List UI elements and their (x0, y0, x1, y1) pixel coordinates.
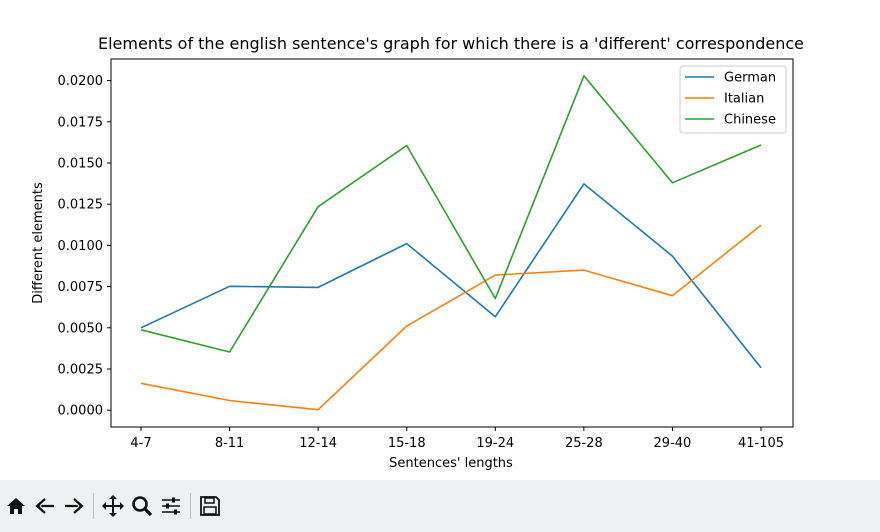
toolbar-separator (190, 493, 191, 519)
x-axis-label: Sentences' lengths (389, 456, 513, 471)
legend-label: German (724, 71, 776, 86)
subplots-button[interactable] (158, 493, 184, 519)
back-icon (35, 498, 54, 514)
save-button[interactable] (197, 493, 223, 519)
axes-frame (110, 58, 794, 428)
legend-label: Italian (724, 92, 764, 107)
toolbar (0, 480, 880, 532)
save-icon (200, 496, 220, 516)
series-line-german (140, 183, 762, 369)
zoom-icon (132, 496, 153, 517)
home-button[interactable] (3, 493, 29, 519)
subplots-icon (162, 497, 180, 515)
series-line-chinese (140, 75, 762, 353)
legend-label: Chinese (724, 113, 776, 128)
legend: German Italian Chinese (679, 65, 787, 134)
legend-box (679, 65, 787, 134)
y-tick-label: 0.0100 (58, 239, 104, 254)
y-tick-label: 0.0150 (58, 156, 104, 171)
x-tick-label: 41-105 (738, 436, 784, 451)
figure: Elements of the english sentence's graph… (31, 34, 805, 471)
toolbar-separator (93, 493, 94, 519)
line-chart: Elements of the english sentence's graph… (31, 34, 804, 471)
x-tick-label: 12-14 (299, 436, 337, 451)
x-tick-label: 15-18 (388, 436, 426, 451)
y-tick-label: 0.0175 (58, 115, 104, 130)
plot-area: 0.0000 0.0025 0.0050 0.0075 0.0100 0.0125 0.01… (58, 58, 794, 451)
x-tick-label: 8-11 (215, 436, 245, 451)
y-axis-label: Different elements (31, 182, 46, 304)
chart-title: Elements of the english sentence's graph… (98, 34, 804, 53)
y-tick-label: 0.0025 (58, 362, 104, 377)
x-tick-label: 25-28 (565, 436, 603, 451)
forward-button[interactable] (61, 493, 87, 519)
series-line-italian (140, 224, 762, 411)
y-tick-label: 0.0050 (58, 321, 104, 336)
back-button[interactable] (32, 493, 58, 519)
zoom-button[interactable] (129, 493, 155, 519)
pan-button[interactable] (100, 493, 126, 519)
home-icon (7, 498, 25, 514)
y-tick-label: 0.0000 (58, 404, 104, 419)
y-tick-label: 0.0075 (58, 280, 104, 295)
pan-icon (102, 495, 124, 517)
x-tick-label: 29-40 (654, 436, 692, 451)
forward-icon (65, 498, 84, 514)
x-tick-label: 4-7 (130, 436, 151, 451)
y-tick-label: 0.0125 (58, 198, 104, 213)
y-tick-label: 0.0200 (58, 74, 104, 89)
x-tick-label: 19-24 (476, 436, 514, 451)
